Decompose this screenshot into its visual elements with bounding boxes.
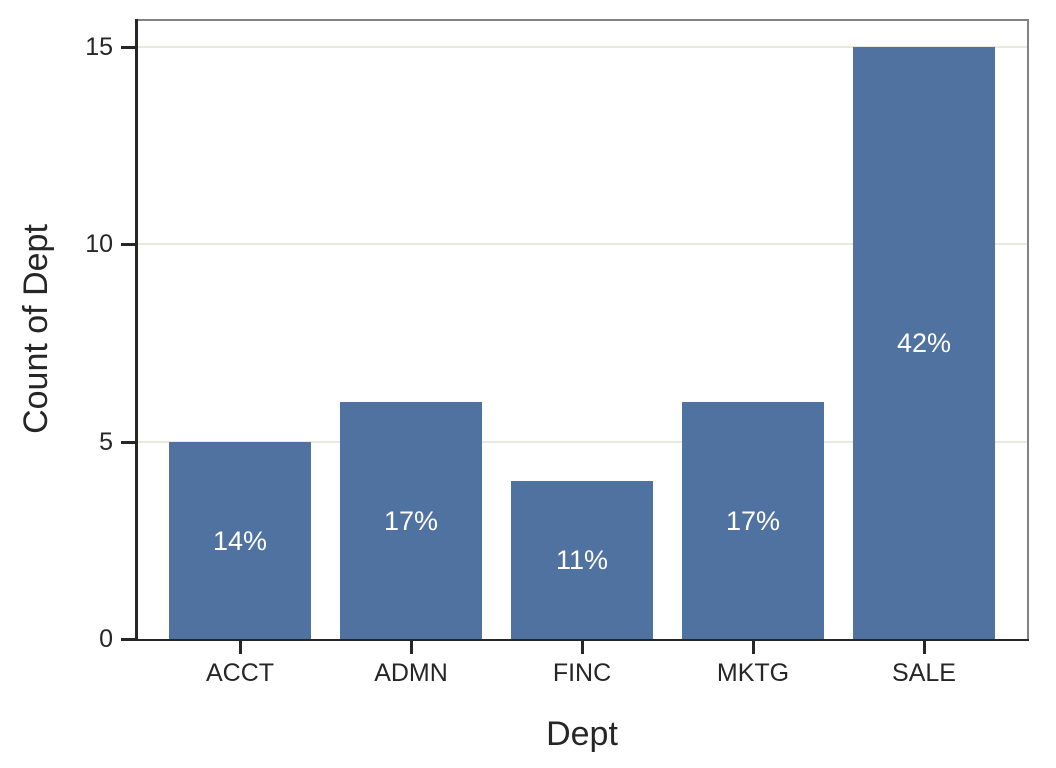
gridline-y-5	[137, 440, 1027, 443]
plot-area: 14% 17% 11% 17% 42%	[137, 19, 1027, 639]
x-tick-admn	[409, 641, 413, 654]
x-tick-label-acct: ACCT	[205, 659, 275, 687]
x-axis-title: Dept	[546, 715, 618, 753]
bar-label-admn: 17%	[383, 505, 439, 536]
x-tick-label-sale: SALE	[892, 659, 956, 687]
y-tick-label-5: 5	[99, 427, 113, 456]
y-tick-5	[121, 440, 135, 444]
bar-label-mktg: 17%	[725, 505, 781, 536]
x-tick-finc	[580, 641, 584, 654]
bar-mktg	[682, 402, 824, 639]
x-tick-label-admn: ADMN	[374, 659, 448, 687]
plot-frame-top	[136, 19, 1029, 21]
x-tick-label-finc: FINC	[552, 659, 612, 687]
bar-admn	[340, 402, 482, 639]
x-tick-label-mktg: MKTG	[716, 659, 790, 687]
gridline-y-10	[137, 243, 1027, 246]
bar-label-sale: 42%	[896, 328, 952, 358]
bar-finc	[511, 481, 653, 639]
y-tick-10	[121, 243, 135, 247]
bar-label-acct: 14%	[212, 525, 268, 556]
x-tick-mktg	[751, 641, 755, 654]
x-tick-sale	[922, 641, 926, 654]
x-axis-line	[135, 639, 1029, 641]
y-tick-label-15: 15	[85, 33, 113, 62]
y-tick-label-0: 0	[99, 625, 113, 653]
y-axis-line	[135, 19, 138, 641]
plot-frame-right	[1027, 19, 1029, 639]
gridline-y-15	[137, 46, 1027, 49]
y-tick-label-10: 10	[85, 230, 113, 259]
bar-label-finc: 11%	[555, 545, 609, 575]
bar-acct	[169, 442, 311, 639]
y-tick-15	[121, 46, 135, 50]
bar-sale	[853, 47, 995, 639]
x-tick-acct	[238, 641, 242, 654]
y-tick-0	[121, 638, 135, 641]
